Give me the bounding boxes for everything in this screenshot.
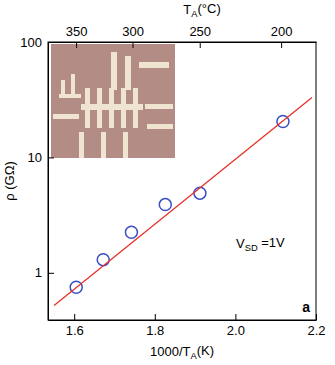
x-axis-title-part: (K): [197, 343, 214, 358]
axis-line: [48, 43, 49, 321]
inset-electrode: [145, 104, 173, 109]
tick-label: 1: [35, 265, 42, 280]
tick-label: 2.2: [307, 323, 325, 338]
tick: 1.8: [146, 314, 164, 338]
inset-electrode: [123, 132, 128, 158]
tick: 1.6: [66, 314, 84, 338]
inset-electrode: [139, 62, 169, 68]
tick-mark: [48, 157, 54, 158]
panel-label: a: [302, 299, 310, 315]
data-point: [97, 254, 109, 266]
inset-background: [51, 44, 175, 158]
chart: 1.6 1.8 2.0 2.2 350 300 250 200 1 10 100 1000/TA(K)…: [0, 0, 335, 365]
x-axis-title-part: 1000/T: [150, 344, 191, 359]
inset-electrode: [81, 104, 143, 110]
tick-mark: [155, 314, 156, 320]
inset-electrode: [125, 56, 131, 90]
x-axis: 1.6 1.8 2.0 2.2: [49, 314, 326, 338]
tick: 200: [271, 24, 293, 48]
tick-label: 10: [28, 150, 42, 165]
tick: 2.2: [307, 314, 325, 338]
inset-electrode: [53, 114, 79, 119]
tick-label: 250: [189, 24, 211, 39]
axis-line: [49, 42, 317, 43]
inset-photo: [51, 44, 175, 158]
inset-electrode: [61, 80, 65, 98]
top-axis-title-part: T: [183, 2, 191, 17]
data-point: [159, 199, 171, 211]
tick-mark: [76, 42, 77, 48]
tick-mark: [316, 314, 317, 320]
tick-label: 300: [122, 24, 144, 39]
y-axis-title: ρ (GΩ): [2, 161, 17, 201]
tick-mark: [235, 314, 236, 320]
data-point: [125, 226, 137, 238]
tick: 250: [189, 24, 211, 48]
x-axis-title: 1000/TA(K): [150, 343, 214, 361]
tick-label: 200: [271, 24, 293, 39]
tick-label: 350: [66, 24, 88, 39]
tick: 350: [66, 24, 88, 48]
tick-mark: [200, 42, 201, 48]
y-axis: 1 10 100: [20, 35, 54, 321]
annotation-part: V: [236, 236, 245, 251]
tick-mark: [281, 42, 282, 48]
tick: 100: [20, 35, 54, 50]
tick-mark: [48, 273, 54, 274]
tick: 2.0: [227, 314, 245, 338]
axis-line: [49, 320, 317, 321]
tick-mark: [74, 314, 75, 320]
annotation-part: =1V: [258, 235, 285, 250]
fit-line: [54, 98, 312, 306]
inset-electrode: [101, 132, 106, 158]
inset-electrode: [111, 52, 117, 90]
top-axis: 350 300 250 200: [49, 24, 317, 48]
annotation: VSD =1V: [236, 235, 285, 253]
plot-frame: [48, 42, 316, 320]
inset-electrode: [79, 132, 84, 158]
annotation-part: SD: [245, 243, 258, 253]
tick: 10: [28, 150, 54, 165]
data-point: [194, 187, 206, 199]
tick: 1: [35, 265, 54, 280]
tick-label: 1.8: [146, 323, 164, 338]
tick-label: 100: [20, 35, 42, 50]
inset-electrode: [147, 124, 173, 129]
tick: 300: [122, 24, 144, 48]
marks: [54, 98, 312, 306]
top-axis-title-part: (°C): [197, 1, 220, 16]
tick-mark: [48, 42, 54, 43]
tick-mark: [133, 42, 134, 48]
tick-label: 1.6: [66, 323, 84, 338]
top-axis-title: TA(°C): [183, 1, 220, 19]
inset-electrode: [71, 74, 75, 98]
tick-label: 2.0: [227, 323, 245, 338]
